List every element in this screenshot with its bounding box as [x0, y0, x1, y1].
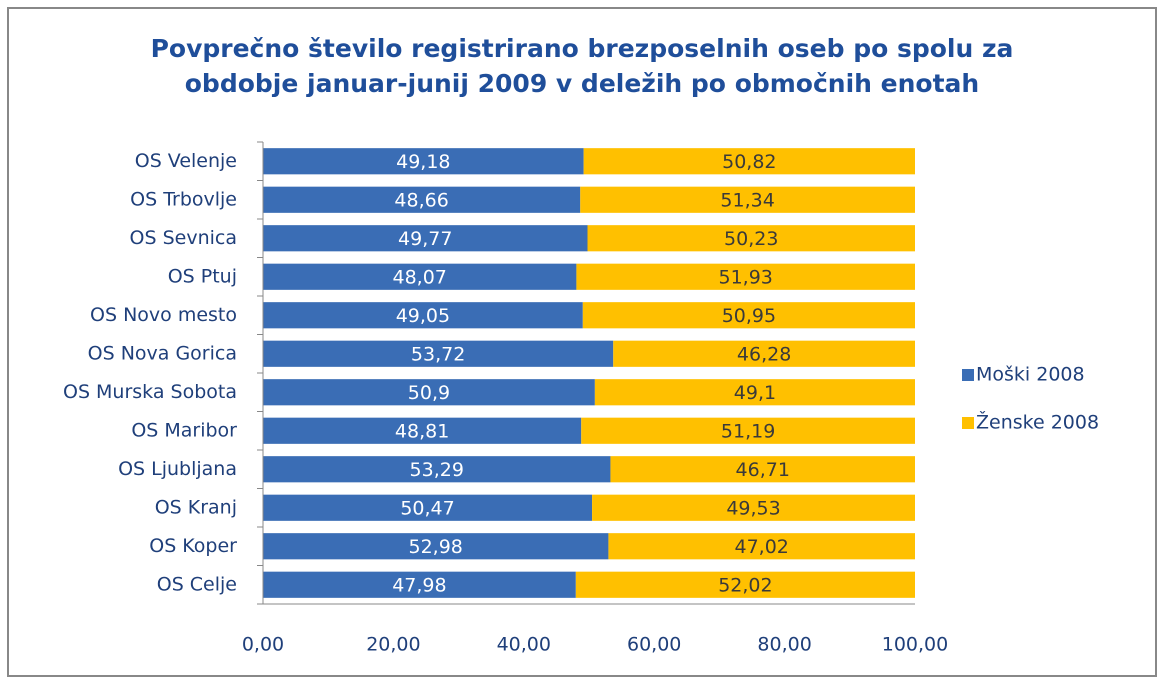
data-label: 51,93 [719, 266, 773, 288]
y-tick-label: OS Maribor [131, 419, 237, 441]
data-label: 52,98 [409, 536, 463, 558]
chart-title: obdobje januar-junij 2009 v deležih po o… [185, 69, 979, 98]
data-label: 48,66 [394, 189, 448, 211]
data-label: 49,1 [734, 382, 776, 404]
legend-label: Moški 2008 [976, 364, 1085, 386]
bar-segment [594, 379, 915, 406]
y-tick-label: OS Nova Gorica [88, 342, 237, 364]
data-label: 50,82 [722, 151, 776, 173]
bar-segment [263, 148, 584, 175]
data-label: 53,29 [410, 459, 464, 481]
chart-title: Povprečno število registrirano brezposel… [151, 34, 1014, 63]
data-label: 49,18 [396, 151, 450, 173]
data-label: 49,77 [398, 228, 452, 250]
bar-segment [587, 225, 915, 252]
bar-segment [263, 494, 593, 521]
legend-swatch [962, 417, 974, 429]
bar-segment [263, 379, 595, 406]
bar-segment [263, 533, 609, 560]
data-label: 46,71 [736, 459, 790, 481]
y-tick-label: OS Murska Sobota [63, 381, 237, 403]
data-label: 49,53 [726, 497, 780, 519]
legend-swatch [962, 369, 974, 381]
x-tick-label: 100,00 [882, 634, 948, 656]
y-tick-label: OS Sevnica [130, 227, 237, 249]
y-tick-label: OS Trbovlje [130, 188, 237, 210]
y-tick-label: OS Velenje [135, 150, 237, 172]
bar-segment [263, 263, 577, 290]
bar-segment [263, 571, 576, 598]
y-tick-label: OS Ljubljana [118, 458, 237, 480]
bar-segment [608, 533, 915, 560]
x-tick-label: 60,00 [627, 634, 681, 656]
data-label: 47,02 [735, 536, 789, 558]
data-label: 53,72 [411, 343, 465, 365]
bar-segment [580, 186, 915, 213]
data-label: 48,07 [393, 266, 447, 288]
x-tick-label: 80,00 [757, 634, 811, 656]
bar-segment [263, 456, 611, 483]
x-tick-label: 0,00 [242, 634, 284, 656]
y-tick-label: OS Celje [157, 573, 237, 595]
data-label: 46,28 [737, 343, 791, 365]
bar-segment [583, 148, 915, 175]
y-tick-label: OS Ptuj [168, 265, 237, 287]
data-label: 49,05 [396, 305, 450, 327]
y-tick-label: OS Koper [149, 535, 237, 557]
data-label: 51,34 [720, 189, 774, 211]
x-tick-label: 20,00 [366, 634, 420, 656]
bar-segment [610, 456, 915, 483]
bar-segment [263, 186, 581, 213]
data-label: 48,81 [395, 420, 449, 442]
data-label: 52,02 [718, 574, 772, 596]
bar-segment [263, 340, 614, 367]
data-label: 51,19 [721, 420, 775, 442]
bar-segment [263, 302, 583, 329]
bar-segment [263, 225, 588, 252]
data-label: 50,23 [724, 228, 778, 250]
y-tick-label: OS Kranj [155, 496, 237, 518]
data-label: 47,98 [392, 574, 446, 596]
bar-segment [613, 340, 915, 367]
data-label: 50,95 [722, 305, 776, 327]
bar-segment [263, 417, 582, 444]
bar-segment [581, 417, 915, 444]
bar-segment [592, 494, 915, 521]
legend-label: Ženske 2008 [976, 411, 1099, 434]
y-tick-label: OS Novo mesto [90, 304, 237, 326]
bar-segment [582, 302, 915, 329]
x-tick-label: 40,00 [497, 634, 551, 656]
data-label: 50,9 [408, 382, 450, 404]
bar-segment [575, 571, 915, 598]
data-label: 50,47 [400, 497, 454, 519]
bar-segment [576, 263, 915, 290]
